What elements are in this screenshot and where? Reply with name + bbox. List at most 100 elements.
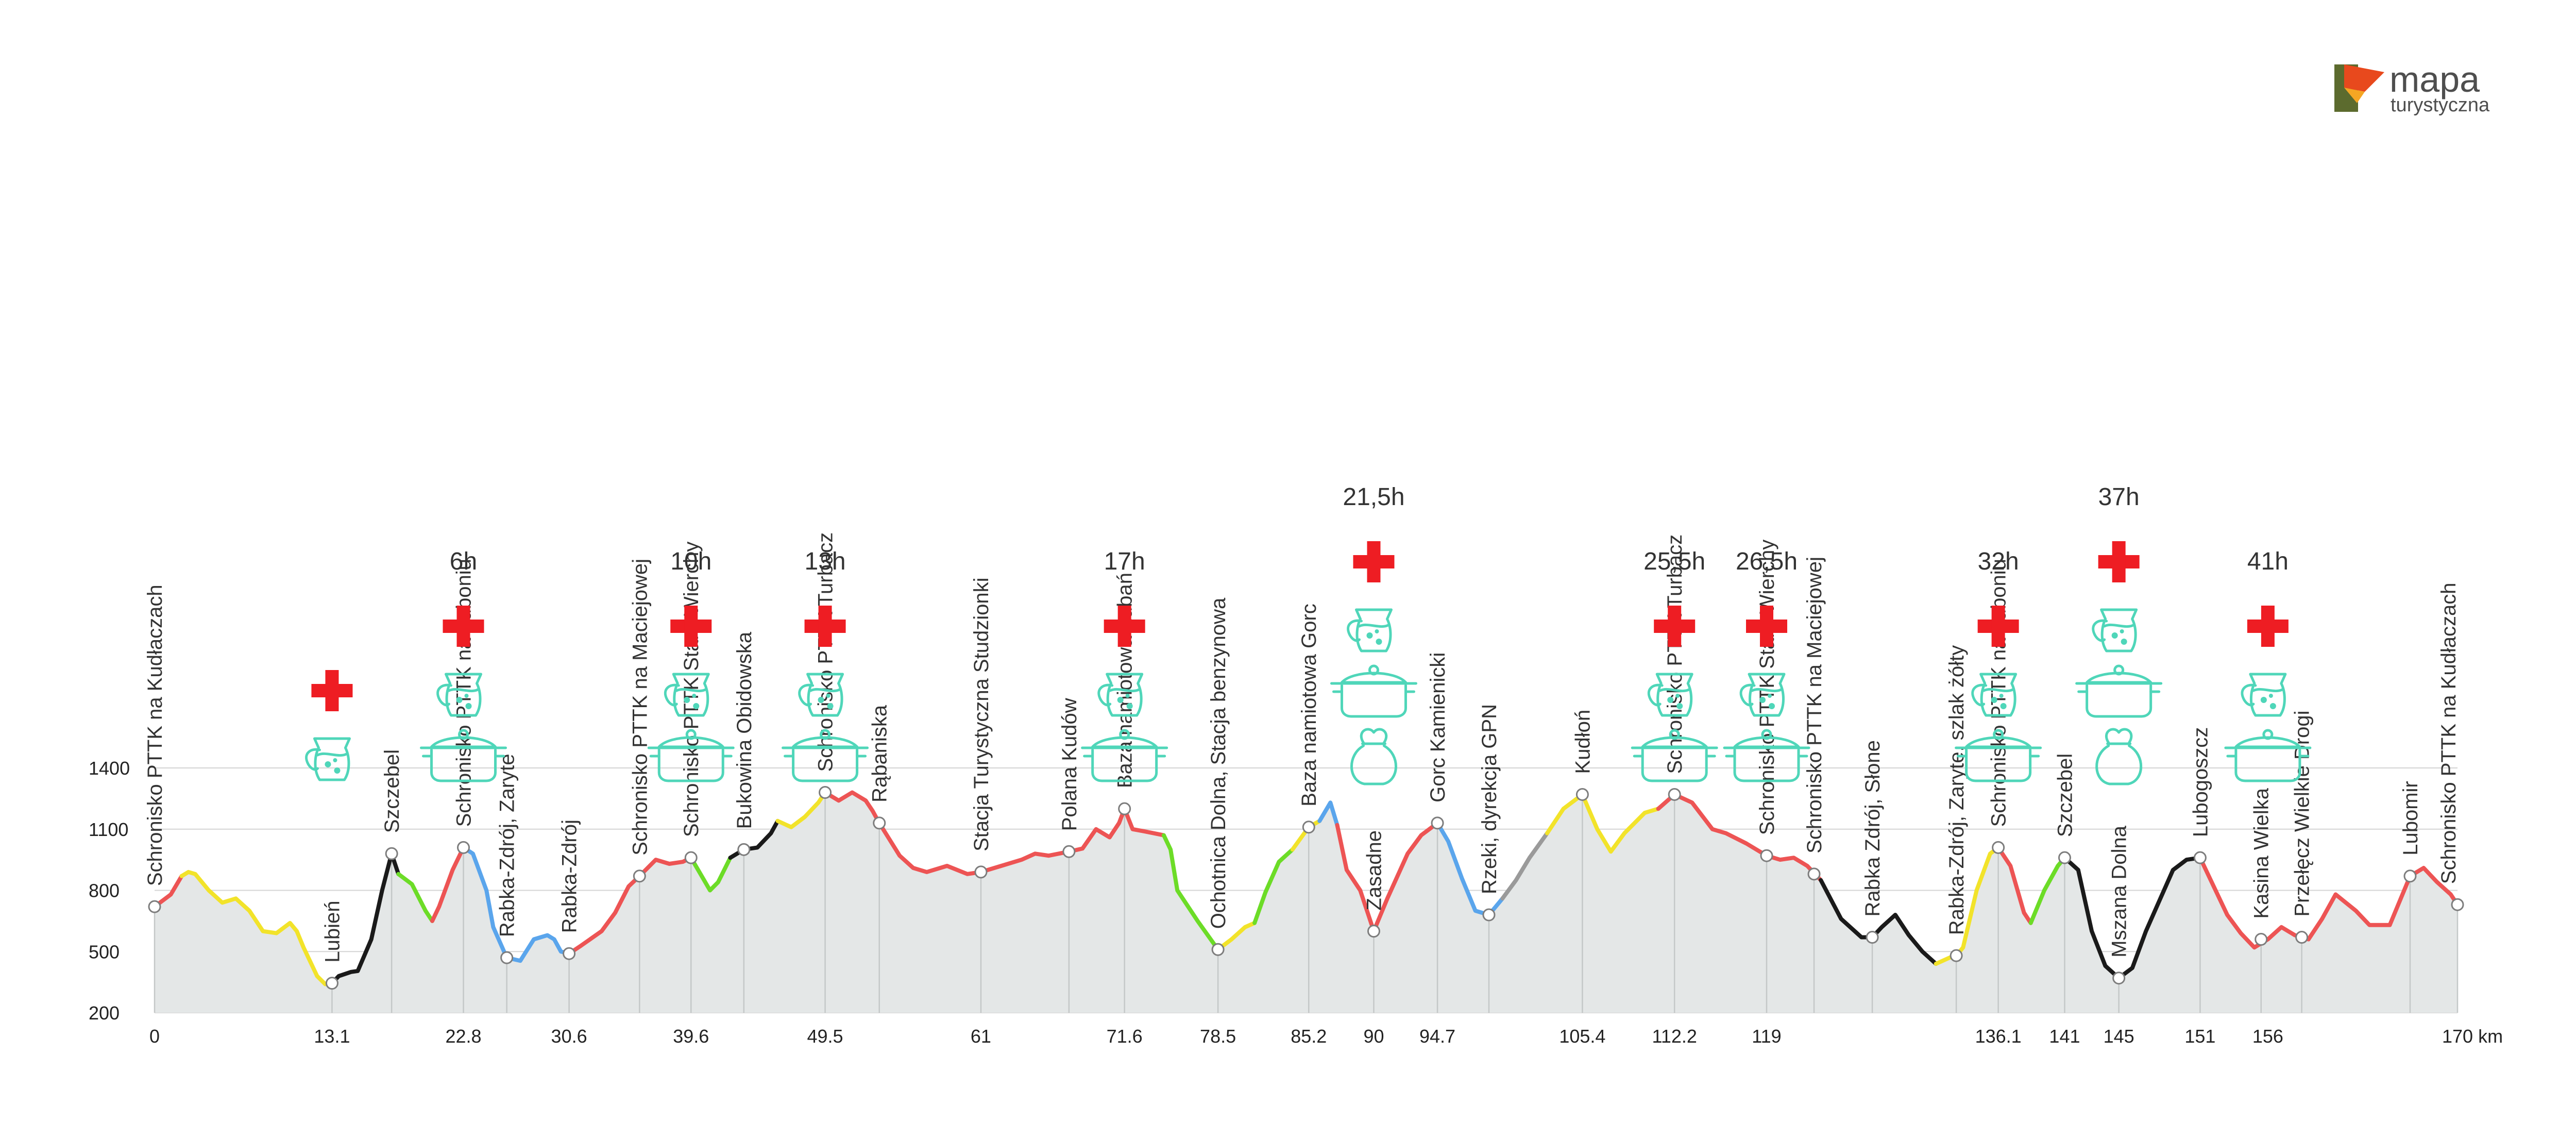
x-tick-label: 39.6 (673, 1026, 709, 1047)
mapa-turystyczna-logo: mapa turystyczna (2334, 59, 2490, 116)
water-jug-bubble (1759, 697, 1766, 703)
food-bag-icon (1350, 728, 1397, 785)
pot-lid (657, 736, 724, 748)
supply-point: 37h (2075, 483, 2163, 785)
pot-lid (1091, 736, 1158, 748)
cooking-pot-icon (1330, 664, 1417, 718)
supply-time-label: 17h (1104, 548, 1145, 575)
trail-segment-gray (1500, 831, 1549, 901)
waypoint-label: Stacja Turystyczna Studzionki (970, 578, 993, 851)
waypoint-label: Bukowina Obidowska (733, 631, 756, 829)
x-tick-label: 94.7 (1419, 1026, 1455, 1047)
water-jug-handle (2241, 683, 2257, 707)
water-jug-body (1106, 673, 1144, 717)
water-jug-icon (1097, 673, 1144, 717)
waypoint-label: Schronisko PTTK Turbacz (1664, 534, 1686, 774)
supply-time-label: 37h (2098, 483, 2140, 511)
water-jug-body (2100, 608, 2138, 652)
trail-segment-blue (461, 845, 571, 963)
cooking-pot-icon (1081, 729, 1168, 782)
logo-word-mapa: mapa (2389, 59, 2480, 99)
first-aid-icon (456, 606, 470, 647)
water-jug-icon (1647, 673, 1693, 717)
water-jug-body (445, 673, 483, 717)
water-jug-body (313, 737, 351, 781)
water-jug-bubble (334, 767, 341, 774)
trail-segment-blue (1317, 800, 1340, 827)
waypoint-label: Schronisko PTTK na Maciejowej (1803, 557, 1826, 854)
waypoint-marker (148, 900, 161, 913)
waypoint-label: Lubomir (2399, 781, 2422, 856)
waypoint-marker (2058, 851, 2071, 864)
waypoint-marker (1482, 908, 1496, 922)
trail-segment-red (2198, 856, 2460, 950)
x-tick-label: 13.1 (314, 1026, 350, 1047)
supply-point: 17h (1081, 548, 1168, 782)
water-jug-bubble (693, 703, 700, 709)
x-tick-label: 90 (1363, 1026, 1384, 1047)
trail-segment-black (2062, 856, 2202, 980)
waypoint-marker (2255, 933, 2268, 946)
water-jug-handle (664, 683, 680, 707)
waypoint-marker (325, 977, 338, 990)
water-jug-level (1658, 688, 1690, 693)
water-jug-icon (798, 673, 844, 717)
x-tick-label: 119 (1752, 1026, 1781, 1047)
trail-segment-red (430, 845, 466, 923)
trail-segment-red (567, 856, 693, 956)
waypoint-marker (1118, 802, 1131, 815)
pot-body (1965, 748, 2032, 782)
cooking-pot-icon (782, 729, 869, 782)
water-jug-bubble (692, 694, 697, 698)
waypoint-label: Schronisko PTTK Turbacz (815, 532, 837, 772)
cooking-pot-icon (1631, 729, 1718, 782)
waypoint-label: Kudłoń (1571, 710, 1594, 774)
supply-point: 25,5h (1631, 548, 1718, 782)
water-jug-bubble (818, 697, 824, 703)
water-jug-level (316, 752, 348, 757)
water-jug-level (1982, 688, 2014, 693)
water-jug-handle (1739, 683, 1756, 707)
x-tick-label: 145 (2104, 1026, 2134, 1047)
bag-top (1360, 728, 1388, 744)
water-jug-icon (1971, 673, 2018, 717)
pot-body (1340, 684, 1407, 718)
waypoint-label: Lubień (321, 900, 344, 962)
pot-lid (430, 736, 497, 748)
waypoint-marker (684, 851, 698, 864)
trail-segment-black (1819, 878, 1938, 966)
x-tick-label: 105.4 (1559, 1026, 1605, 1047)
waypoint-label: Schronisko PTTK na Luboniu (453, 559, 476, 827)
water-jug-icon (2241, 673, 2287, 717)
water-jug-level (2252, 688, 2284, 693)
cooking-pot-icon (2224, 729, 2312, 782)
y-tick-label: 1400 (89, 758, 130, 779)
pot-body (430, 748, 497, 782)
waypoint-label: Rabka Zdrój, Słone (1861, 740, 1884, 916)
water-jug-bubble (1125, 694, 1130, 698)
waypoint-label: Szczebel (381, 749, 403, 833)
pot-lid (2234, 736, 2301, 748)
waypoint-marker (563, 947, 576, 960)
water-jug-handle (305, 748, 321, 771)
waypoint-label: Baza namiotowa Lubań (1114, 573, 1137, 788)
water-jug-bubble (684, 697, 690, 703)
waypoint-label: Ochotnica Dolna, Stacja benzynowa (1207, 597, 1230, 929)
waypoint-marker (1431, 816, 1444, 830)
x-tick-label: 61 (971, 1026, 991, 1047)
supply-time-label: 26,5h (1736, 548, 1798, 575)
waypoint-marker (819, 786, 832, 799)
x-tick-label: 71.6 (1107, 1026, 1143, 1047)
trail-segment-green (396, 872, 434, 923)
water-jug-bubble (2000, 703, 2007, 709)
cooking-pot-icon (1723, 729, 1810, 782)
x-tick-label: 156 (2252, 1026, 2283, 1047)
trail-segment-green (1161, 833, 1221, 952)
waypoint-marker (1668, 788, 1681, 801)
waypoint-label: Schronisko PTTK na Maciejowej (629, 559, 651, 856)
supply-point (305, 670, 353, 781)
water-jug-bubble (1768, 694, 1772, 698)
x-tick-label: 151 (2184, 1026, 2215, 1047)
waypoint-label: Kasina Wielka (2250, 788, 2273, 918)
cooking-pot-icon (2075, 664, 2163, 718)
